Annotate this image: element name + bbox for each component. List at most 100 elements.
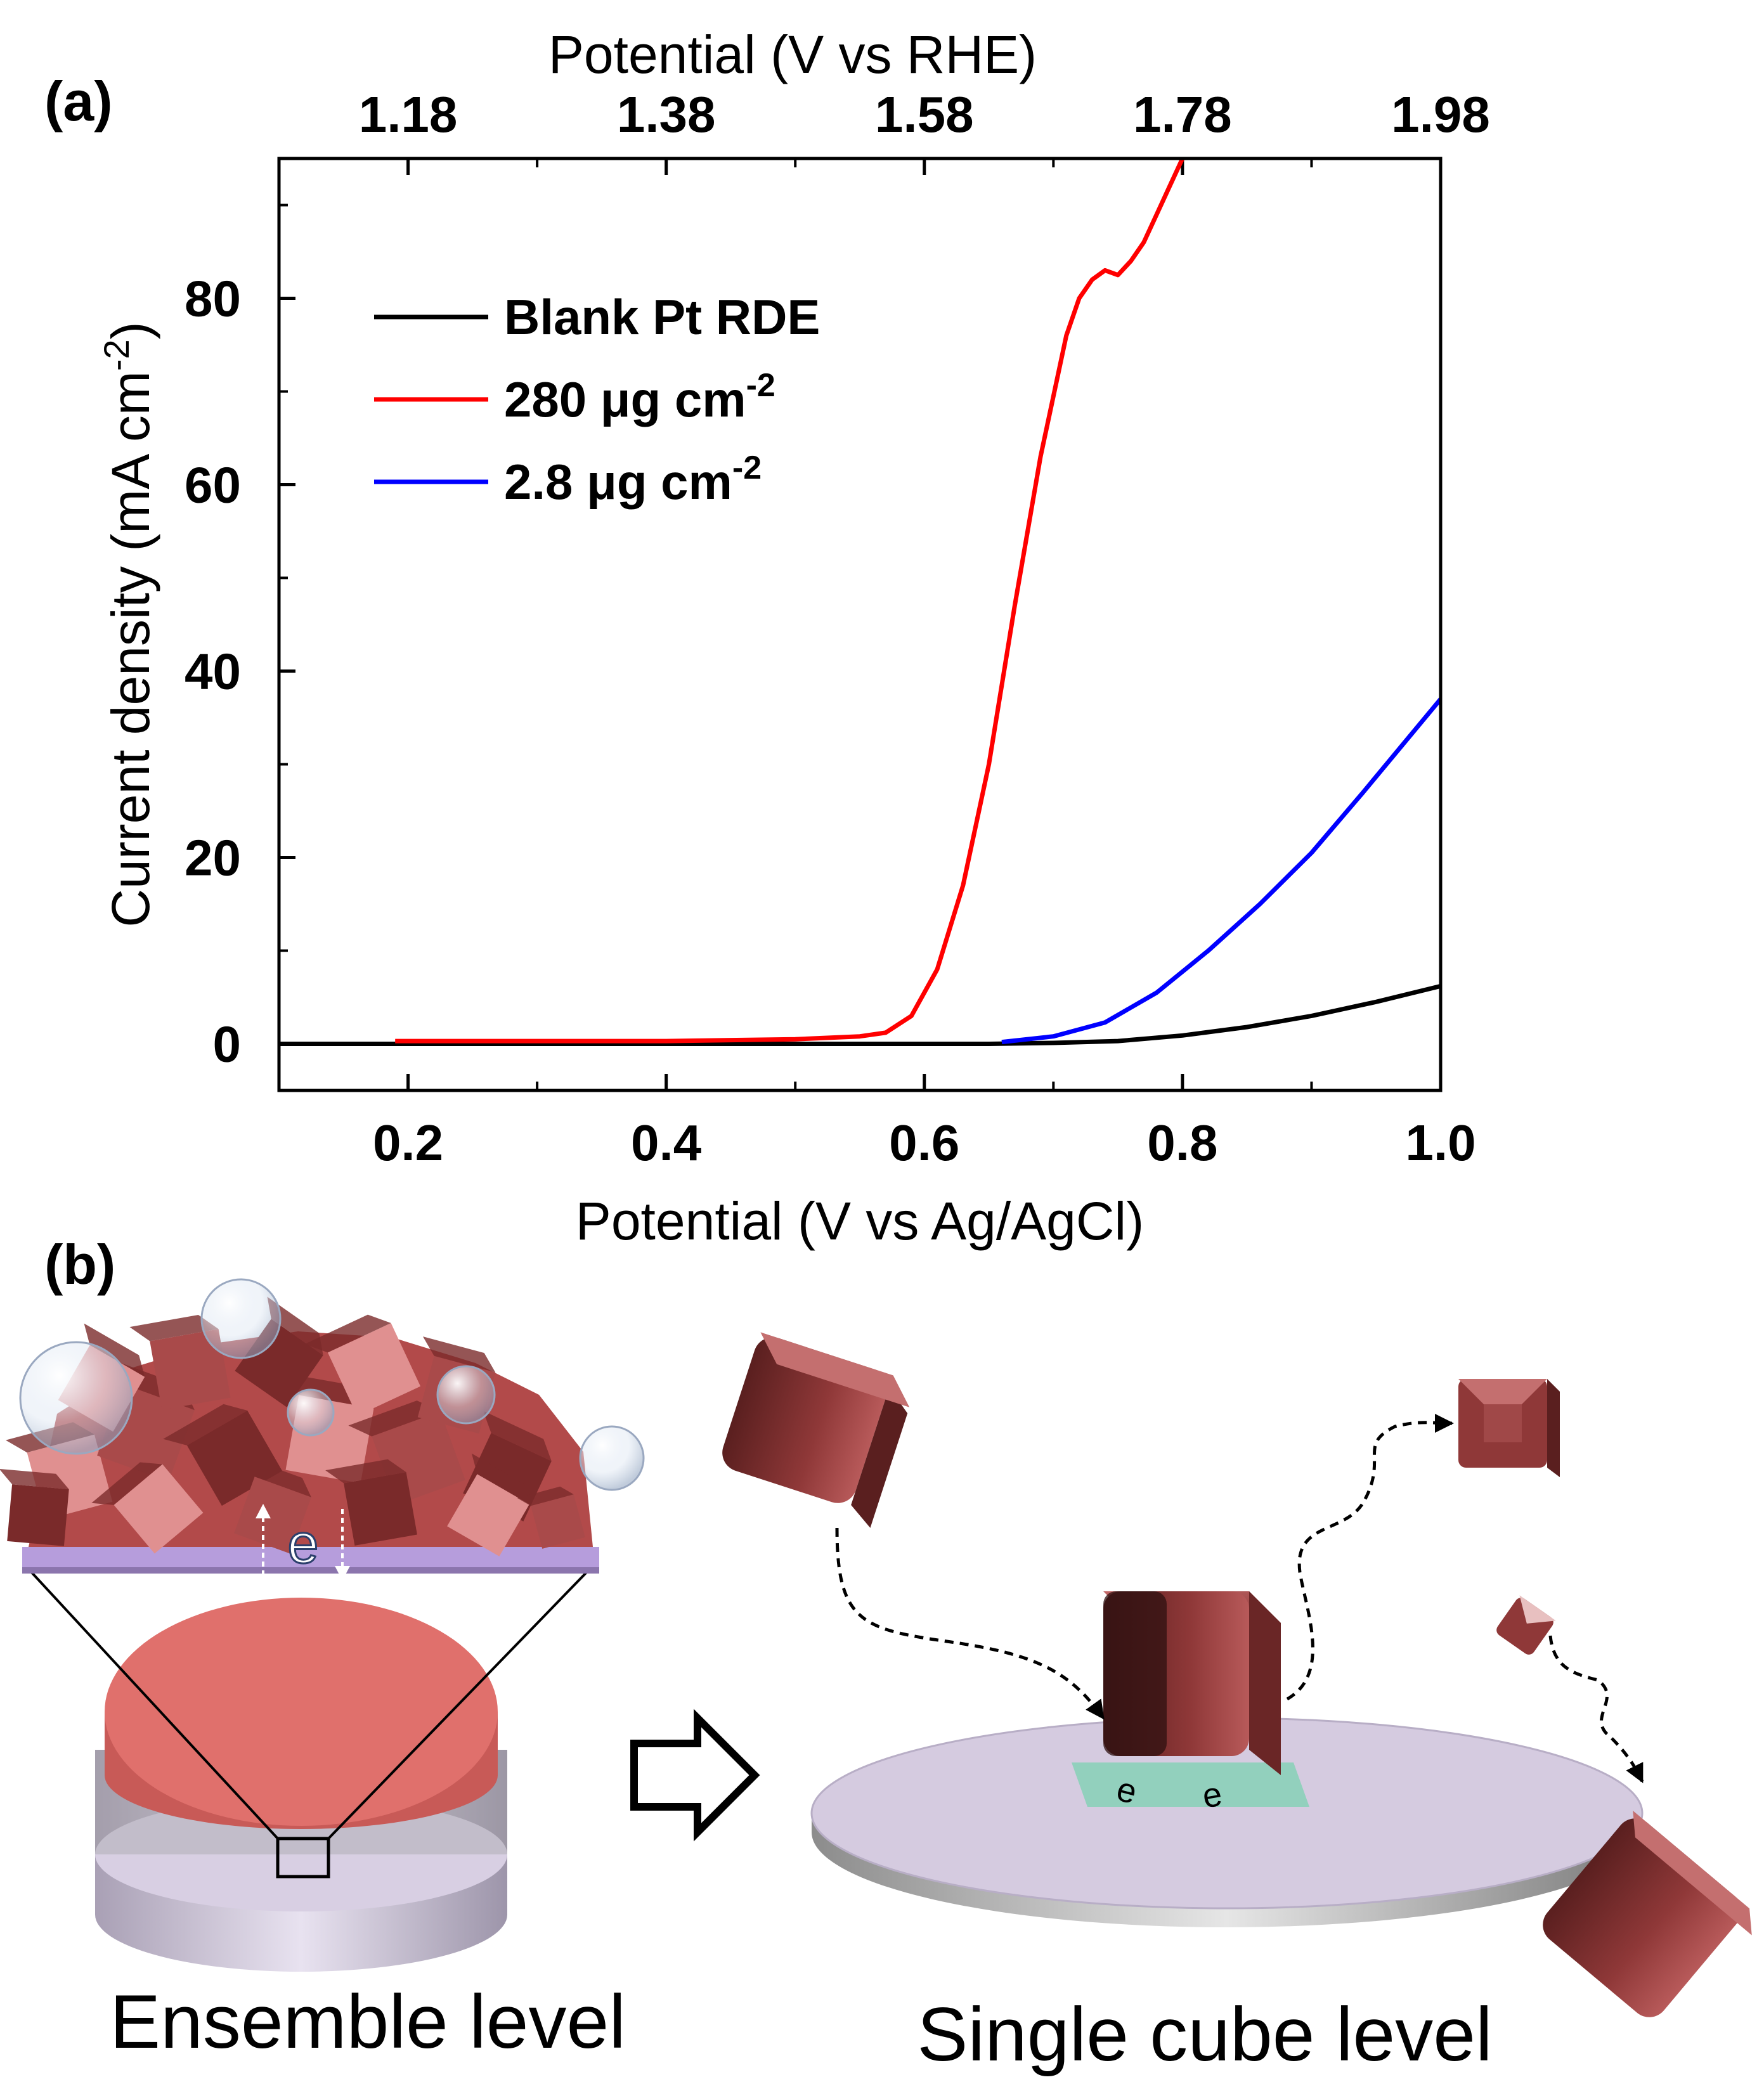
y-axis-title-main: Current density (mA cm <box>101 371 160 928</box>
single-cube-plate: e e <box>810 1717 1644 1927</box>
falling-cube-2-side <box>1547 1379 1560 1477</box>
top-tick-label: 1.18 <box>359 86 458 143</box>
pile-cube <box>91 1462 204 1554</box>
pile-cube <box>325 1459 417 1546</box>
electron-symbol: e <box>288 1512 319 1575</box>
pile-cube-top <box>348 1400 441 1437</box>
trajectories <box>835 1413 1644 1783</box>
pile-cube <box>129 1314 231 1410</box>
trajectory-bounce <box>1286 1413 1454 1701</box>
pile-cube-top <box>129 1314 219 1342</box>
y-axis-title-sup: -2 <box>96 339 136 371</box>
falling-cube-3-top <box>1519 1595 1556 1624</box>
pile-cube-top <box>163 1404 248 1445</box>
contact-patch <box>1072 1762 1309 1807</box>
trajectory-fall <box>1548 1635 1644 1783</box>
electron-arrow-down-head <box>335 1566 350 1581</box>
series-line-2 <box>1001 697 1441 1045</box>
falling-cube-1-top <box>760 1332 910 1407</box>
bubble-4 <box>287 1388 335 1437</box>
legend-label-main: Blank Pt RDE <box>504 289 820 345</box>
top-tick-label: 1.58 <box>875 86 974 143</box>
pile-cube-top <box>471 1453 529 1504</box>
catalyst-layer-top <box>105 1598 498 1826</box>
legend-label-0: Blank Pt RDE <box>504 289 820 345</box>
x-tick-label: 0.4 <box>631 1115 702 1171</box>
y-tick-label: 80 <box>185 271 241 327</box>
top-tick-label: 1.38 <box>617 86 716 143</box>
cubes <box>722 1332 1752 2017</box>
substrate-strip <box>22 1547 599 1571</box>
y-tick-label: 60 <box>185 457 241 514</box>
x-axis-title: Potential (V vs Ag/AgCl) <box>576 1191 1144 1251</box>
pile-cube <box>0 1468 69 1546</box>
top-axis-ticks: 1.18 1.38 1.58 1.78 1.98 <box>278 86 1490 175</box>
ensemble-electrode <box>27 1568 591 1972</box>
pile-cube-face <box>150 1329 231 1410</box>
pile-cube-face <box>531 1494 585 1549</box>
pile-cube-top <box>91 1462 163 1505</box>
substrate-edge <box>22 1567 599 1574</box>
x-tick-label: 0.8 <box>1147 1115 1217 1171</box>
series-line-0 <box>279 984 1441 1046</box>
falling-cube-3 <box>1496 1595 1556 1655</box>
electrode-band <box>95 1797 507 1911</box>
top-tick-label: 1.78 <box>1133 86 1232 143</box>
single-caption: Single cube level <box>917 1992 1492 2077</box>
falling-cube-2-top <box>1458 1379 1547 1404</box>
legend-label-2: 2.8 μg cm-2 <box>504 449 762 510</box>
bubble-3 <box>436 1365 496 1425</box>
x-tick-label: 1.0 <box>1405 1115 1475 1171</box>
series-layer <box>279 158 1441 1046</box>
ensemble-zoom: e <box>0 1278 645 1581</box>
panel-a-label: (a) <box>44 70 113 133</box>
pile-cube-top <box>267 1296 323 1355</box>
series-line-1 <box>395 158 1186 1044</box>
falling-cube-1 <box>722 1332 910 1528</box>
transition-arrow-icon <box>630 1709 760 1842</box>
pile-cube <box>447 1453 529 1556</box>
x-tick-label: 0.6 <box>889 1115 959 1171</box>
legend-label-1: 280 μg cm-2 <box>504 367 775 427</box>
legend-label-main: 2.8 μg cm <box>504 454 732 510</box>
pile-cube-top <box>483 1411 552 1461</box>
y-tick-label: 0 <box>213 1016 242 1073</box>
pile-cube-face <box>7 1484 69 1546</box>
landed-cube <box>1103 1591 1281 1775</box>
pile-cube-top <box>84 1323 145 1377</box>
pile-cube-top <box>517 1486 574 1506</box>
y-axis-title: Current density (mA cm-2) <box>96 321 160 927</box>
legend-label-sup: -2 <box>732 449 762 486</box>
ensemble-caption: Ensemble level <box>110 1979 626 2064</box>
top-axis-title: Potential (V vs RHE) <box>548 25 1037 84</box>
plot-frame <box>277 157 1443 1092</box>
electron-arrow-up-head <box>256 1504 271 1518</box>
x-tick-label: 0.2 <box>373 1115 443 1171</box>
pile-cube-top <box>325 1459 406 1484</box>
bubble-5 <box>579 1425 645 1491</box>
pile-cube-top <box>304 1314 391 1353</box>
pile-cube <box>234 1457 311 1554</box>
y-tick-label: 40 <box>185 643 241 700</box>
panel-b-label: (b) <box>44 1233 115 1296</box>
zoom-line-left <box>27 1568 279 1840</box>
legend-label-sup: -2 <box>746 367 775 404</box>
bottom-axis-ticks: 0.2 0.4 0.6 0.8 1.0 <box>278 1074 1476 1171</box>
bubble-1 <box>200 1278 282 1359</box>
zoom-line-right <box>327 1568 591 1840</box>
pile-cube-face <box>344 1472 417 1546</box>
pile-cube-top <box>245 1457 311 1497</box>
bubble-2 <box>19 1341 133 1455</box>
falling-cube-4 <box>1543 1810 1752 2017</box>
y-tick-label: 20 <box>185 830 241 886</box>
y-axis-title-close: ) <box>101 321 160 339</box>
falling-cube-1-side <box>851 1387 908 1528</box>
pile-cube-face <box>234 1477 311 1554</box>
pile-cube-top <box>422 1336 496 1373</box>
pile-cube-top <box>0 1468 69 1490</box>
pile-cube-face <box>327 1322 421 1416</box>
pile-cube <box>304 1314 421 1416</box>
falling-cube-2 <box>1458 1379 1560 1477</box>
